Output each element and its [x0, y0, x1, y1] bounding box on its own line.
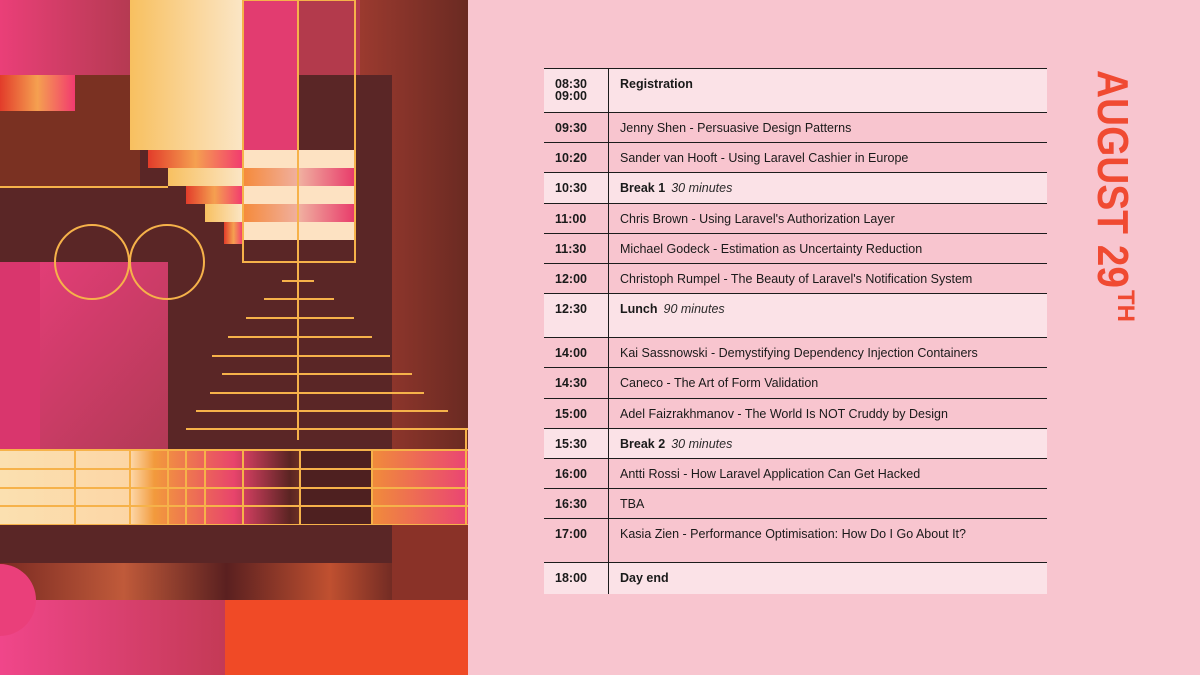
session-title: Jenny Shen - Persuasive Design Patterns [620, 121, 852, 135]
time-start: 15:00 [555, 406, 587, 421]
date-suffix: TH [1112, 290, 1139, 322]
date-main: AUGUST 29 [1090, 70, 1137, 288]
schedule-description: Antti Rossi - How Laravel Application Ca… [609, 459, 1047, 488]
schedule-description: TBA [609, 489, 1047, 518]
schedule-description: Christoph Rumpel - The Beauty of Laravel… [609, 264, 1047, 293]
schedule-description: Michael Godeck - Estimation as Uncertain… [609, 234, 1047, 263]
schedule-time: 15:00 [544, 398, 609, 428]
decorative-artwork [0, 0, 468, 675]
schedule-table: 08:30 09:00 Registration 09:30 Jenny Shen - … [544, 68, 1047, 595]
schedule-row: 12:00 Christoph Rumpel - The Beauty of La… [544, 263, 1047, 295]
session-title: Antti Rossi - How Laravel Application Ca… [620, 466, 921, 481]
session-title: Lunch [620, 302, 658, 317]
schedule-row: 11:00 Chris Brown - Using Laravel's Autho… [544, 203, 1047, 234]
schedule-description: Break 2 30 minutes [609, 429, 1047, 458]
session-duration: 30 minutes [671, 436, 733, 451]
schedule-description: Sander van Hooft - Using Laravel Cashier… [609, 143, 1047, 172]
schedule-description: Chris Brown - Using Laravel's Authorizat… [609, 204, 1047, 233]
time-start: 09:30 [555, 121, 587, 135]
schedule-row: 14:00 Kai Sassnowski - Demystifying Depen… [544, 338, 1047, 369]
time-start: 12:00 [555, 271, 587, 286]
schedule-time: 08:30 09:00 [544, 69, 609, 112]
time-start: 14:00 [555, 346, 587, 361]
schedule-time: 11:30 [544, 233, 609, 263]
schedule-time: 16:30 [544, 489, 609, 519]
schedule-row: 11:30 Michael Godeck - Estimation as Unce… [544, 233, 1047, 264]
session-title: Adel Faizrakhmanov - The World Is NOT Cr… [620, 406, 948, 421]
session-title: Break 1 [620, 181, 666, 196]
schedule-time: 12:00 [544, 263, 609, 294]
schedule-row: 15:00 Adel Faizrakhmanov - The World Is N… [544, 398, 1047, 429]
schedule-description: Registration [609, 69, 1047, 112]
time-start: 10:20 [555, 151, 587, 166]
session-title: TBA [620, 497, 645, 512]
session-title: Chris Brown - Using Laravel's Authorizat… [620, 211, 895, 226]
session-title: Caneco - The Art of Form Validation [620, 376, 819, 391]
time-start: 14:30 [555, 376, 587, 391]
schedule-row: 10:20 Sander van Hooft - Using Laravel Ca… [544, 143, 1047, 174]
schedule-description: Adel Faizrakhmanov - The World Is NOT Cr… [609, 399, 1047, 428]
time-start: 15:30 [555, 436, 587, 451]
schedule-time: 14:30 [544, 368, 609, 398]
schedule-row: 16:30 TBA [544, 489, 1047, 520]
time-start: 08:30 [555, 77, 587, 91]
schedule-time: 11:00 [544, 203, 609, 233]
schedule-row: 10:30 Break 1 30 minutes [544, 173, 1047, 204]
session-title: Sander van Hooft - Using Laravel Cashier… [620, 151, 909, 166]
schedule-row: 09:30 Jenny Shen - Persuasive Design Patt… [544, 113, 1047, 144]
schedule-time: 10:30 [544, 173, 609, 203]
time-start: 10:30 [555, 181, 587, 196]
time-start: 12:30 [555, 302, 587, 317]
time-start: 11:00 [555, 211, 587, 226]
time-start: 18:00 [555, 571, 587, 586]
schedule-description: Caneco - The Art of Form Validation [609, 368, 1047, 397]
schedule-time: 17:00 [544, 519, 609, 563]
schedule-time: 16:00 [544, 458, 609, 489]
date-title: AUGUST 29 TH [1090, 70, 1139, 322]
schedule-description: Day end [609, 563, 1047, 594]
session-title: Michael Godeck - Estimation as Uncertain… [620, 241, 923, 256]
schedule-description: Kasia Zien - Performance Optimisation: H… [609, 519, 1047, 562]
schedule-row: 15:30 Break 2 30 minutes [544, 428, 1047, 459]
session-title: Kai Sassnowski - Demystifying Dependency… [620, 346, 978, 361]
abstract-geometric-illustration [0, 0, 468, 675]
time-start: 11:30 [555, 241, 587, 256]
session-title: Registration [620, 77, 693, 91]
schedule-description: Break 1 30 minutes [609, 173, 1047, 202]
schedule-description: Jenny Shen - Persuasive Design Patterns [609, 113, 1047, 142]
schedule-row: 17:00 Kasia Zien - Performance Optimisati… [544, 519, 1047, 564]
schedule-time: 12:30 [544, 294, 609, 338]
schedule-time: 15:30 [544, 428, 609, 458]
schedule-time: 10:20 [544, 143, 609, 173]
schedule-time: 18:00 [544, 563, 609, 595]
pyramid-lines [186, 262, 468, 440]
time-start: 16:30 [555, 497, 587, 512]
session-duration: 30 minutes [671, 181, 733, 196]
session-title: Break 2 [620, 436, 666, 451]
session-duration: 90 minutes [663, 302, 725, 317]
schedule-description: Kai Sassnowski - Demystifying Dependency… [609, 338, 1047, 367]
schedule-row: 16:00 Antti Rossi - How Laravel Applicati… [544, 458, 1047, 490]
schedule-row: 18:00 Day end [544, 563, 1047, 595]
schedule-time: 09:30 [544, 113, 609, 143]
schedule-row: 08:30 09:00 Registration [544, 69, 1047, 113]
session-title: Day end [620, 571, 669, 586]
time-end: 09:00 [555, 89, 587, 103]
time-start: 16:00 [555, 466, 587, 481]
schedule-row: 12:30 Lunch 90 minutes [544, 294, 1047, 339]
session-title: Christoph Rumpel - The Beauty of Laravel… [620, 271, 973, 286]
session-title: Kasia Zien - Performance Optimisation: H… [620, 527, 966, 542]
time-start: 17:00 [555, 527, 587, 542]
schedule-time: 14:00 [544, 338, 609, 368]
schedule-description: Lunch 90 minutes [609, 294, 1047, 337]
schedule-row: 14:30 Caneco - The Art of Form Validation [544, 368, 1047, 399]
